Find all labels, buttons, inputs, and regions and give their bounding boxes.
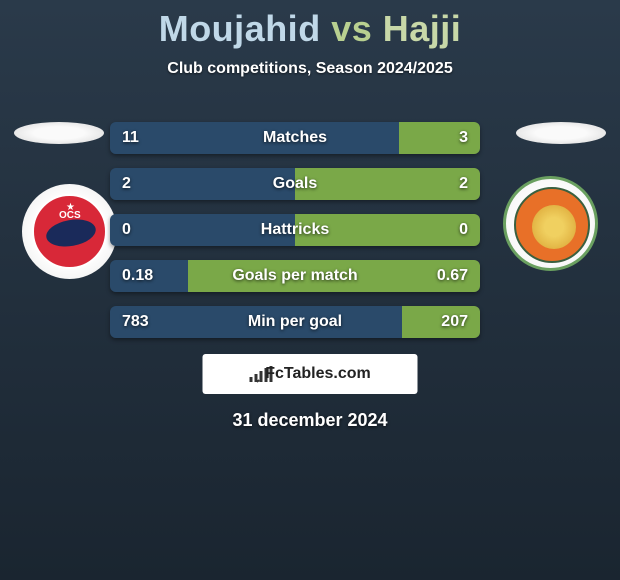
stat-row-hattricks: 0 Hattricks 0 — [110, 214, 480, 246]
stat-label: Goals — [273, 175, 317, 193]
comparison-title: Moujahid vs Hajji — [0, 0, 620, 50]
stat-right-value: 207 — [441, 313, 468, 331]
stat-row-goals-per-match: 0.18 Goals per match 0.67 — [110, 260, 480, 292]
bar-left-fill — [110, 168, 295, 200]
stat-label: Hattricks — [261, 221, 329, 239]
club-badge-right — [503, 176, 598, 271]
stat-right-value: 0 — [459, 221, 468, 239]
stat-row-goals: 2 Goals 2 — [110, 168, 480, 200]
stat-right-value: 2 — [459, 175, 468, 193]
watermark: FcTables.com — [203, 354, 418, 394]
stat-label: Matches — [263, 129, 327, 147]
stat-row-min-per-goal: 783 Min per goal 207 — [110, 306, 480, 338]
player1-name: Moujahid — [159, 8, 321, 49]
stat-label: Min per goal — [248, 313, 342, 331]
date-text: 31 december 2024 — [232, 410, 387, 431]
badge-right-center — [532, 205, 576, 249]
stat-label: Goals per match — [232, 267, 357, 285]
club-badge-left: ★ OCS — [22, 184, 117, 279]
stats-bars: 11 Matches 3 2 Goals 2 0 Hattricks 0 0.18 Goals pe… — [110, 122, 480, 352]
subtitle: Club competitions, Season 2024/2025 — [0, 60, 620, 78]
badge-left-oval — [44, 216, 98, 250]
stat-right-value: 0.67 — [437, 267, 468, 285]
stat-left-value: 11 — [122, 129, 139, 147]
player2-name: Hajji — [383, 8, 462, 49]
badge-right-ring — [514, 187, 590, 263]
stat-left-value: 2 — [122, 175, 131, 193]
stat-left-value: 783 — [122, 313, 149, 331]
bar-right-fill — [295, 168, 480, 200]
stat-left-value: 0 — [122, 221, 131, 239]
stat-left-value: 0.18 — [122, 267, 153, 285]
chart-icon — [249, 366, 259, 382]
stat-right-value: 3 — [459, 129, 468, 147]
bar-left-fill — [110, 122, 399, 154]
watermark-text: FcTables.com — [265, 365, 371, 383]
shadow-ellipse-left — [14, 122, 104, 144]
stat-row-matches: 11 Matches 3 — [110, 122, 480, 154]
vs-text: vs — [331, 8, 372, 49]
badge-left-inner: ★ OCS — [32, 194, 107, 269]
shadow-ellipse-right — [516, 122, 606, 144]
